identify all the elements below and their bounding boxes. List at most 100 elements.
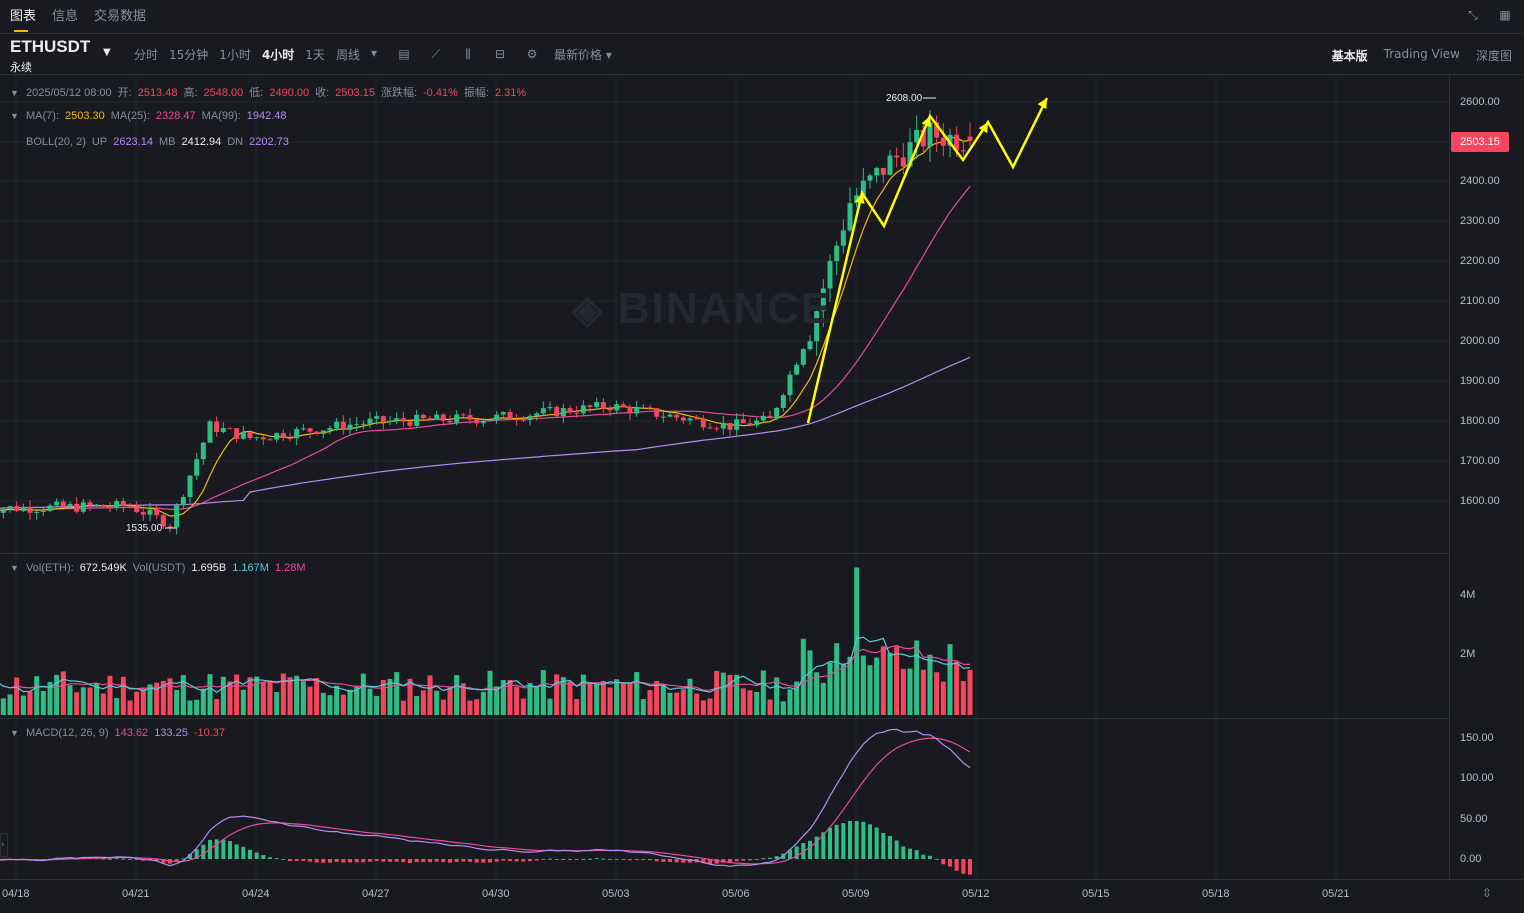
macd-histogram-bar [701, 859, 706, 864]
candle [400, 418, 406, 422]
volume-bar [214, 699, 220, 715]
chevron-down-icon[interactable]: ▼ [10, 563, 19, 573]
candle [207, 421, 213, 443]
expand-arrow-icon[interactable]: › [0, 833, 8, 857]
macd-histogram-bar [161, 859, 166, 863]
candle [60, 501, 66, 507]
candle [827, 261, 833, 289]
view-basic[interactable]: 基本版 [1331, 49, 1368, 63]
volume-bar [660, 684, 666, 715]
ma99-line [0, 356, 971, 509]
time-axis-label: 05/21 [1322, 888, 1350, 900]
template-icon[interactable]: ⊟ [494, 47, 506, 61]
macd-histogram-bar [461, 859, 466, 862]
volume-bar [574, 698, 580, 715]
macd-histogram-bar [268, 857, 272, 859]
candle [527, 415, 533, 421]
chevron-down-icon[interactable]: ▼ [10, 728, 19, 738]
tab-chart[interactable]: 图表 [10, 0, 36, 34]
pane-divider[interactable] [0, 553, 1449, 554]
interval-1h[interactable]: 1小时 [219, 48, 251, 62]
candle [447, 420, 453, 423]
axis-settings-icon[interactable]: ⇳ [1482, 886, 1493, 900]
macd-histogram-bar [681, 859, 686, 863]
candle [474, 419, 480, 424]
candle [387, 420, 393, 423]
volume-bar [860, 655, 866, 715]
pane-divider[interactable] [0, 718, 1449, 719]
macd-histogram-bar [474, 859, 479, 863]
calendar-icon[interactable]: ▤ [398, 47, 410, 61]
annotation-path[interactable] [806, 97, 1049, 424]
tab-info[interactable]: 信息 [52, 8, 79, 24]
volume-bar [400, 700, 406, 715]
volume-bar [20, 695, 26, 715]
interval-4h[interactable]: 4小时 [261, 48, 295, 62]
candle [360, 423, 366, 425]
interval-15m[interactable]: 15分钟 [169, 48, 209, 62]
settings-icon[interactable]: ⚙ [526, 47, 538, 61]
candle [327, 428, 333, 431]
candle [140, 512, 146, 515]
volume-bar [494, 686, 500, 715]
interval-tick[interactable]: 分时 [134, 48, 159, 62]
candle [547, 406, 553, 409]
candle [727, 422, 733, 430]
draw-icon[interactable]: ⟋ [431, 47, 441, 61]
macd-histogram-bar [221, 839, 226, 859]
candle [134, 506, 140, 513]
macd-histogram-bar [808, 840, 812, 859]
candle [714, 428, 720, 430]
volume-bar [320, 692, 326, 715]
volume-bar [954, 661, 960, 715]
candle [574, 412, 580, 414]
view-depth[interactable]: 深度图 [1475, 49, 1512, 63]
volume-bar [820, 682, 826, 715]
view-tradingview[interactable]: Trading View [1383, 47, 1460, 61]
interval-1w[interactable]: 周线 [335, 48, 360, 62]
macd-histogram-bar [368, 859, 372, 862]
price-type-select[interactable]: 最新价格 ▾ [554, 48, 612, 62]
chevron-down-icon[interactable]: ▼ [10, 88, 19, 98]
symbol-name[interactable]: ETHUSDT [10, 37, 91, 56]
tab-trading-data[interactable]: 交易数据 [94, 8, 147, 24]
interval-1d[interactable]: 1天 [305, 48, 325, 62]
volume-bar [534, 687, 540, 715]
volume-bar [767, 699, 773, 715]
volume-bar [47, 682, 53, 715]
macd-histogram-bar [914, 850, 919, 859]
macd-histogram-bar [361, 859, 366, 863]
macd-histogram-bar [528, 859, 532, 862]
collapse-icon[interactable]: ⤡ [1468, 8, 1478, 22]
indicator-icon[interactable]: ⫼ [465, 47, 471, 61]
volume-bar [260, 682, 266, 715]
volume-bar [847, 656, 853, 715]
macd-histogram-bar [601, 858, 606, 860]
candle [954, 134, 960, 151]
chevron-down-icon[interactable]: ▼ [103, 47, 111, 58]
macd-histogram-bar [314, 859, 319, 863]
macd-histogram-bar [508, 859, 512, 862]
volume-bar [140, 687, 146, 715]
volume-bar [120, 676, 126, 715]
candle [780, 395, 786, 408]
macd-histogram-bar [188, 853, 192, 859]
volume-bar [327, 695, 333, 715]
volume-bar [454, 675, 460, 715]
volume-bar [460, 683, 466, 715]
macd-histogram-bar [301, 859, 306, 862]
layout-icon[interactable]: ▦ [1499, 8, 1511, 22]
macd-histogram-bar [668, 859, 672, 863]
macd-histogram-bar [501, 859, 506, 861]
macd-axis-label: 150.00 [1460, 732, 1494, 744]
macd-histogram-bar [834, 824, 839, 859]
macd-histogram-bar [674, 859, 679, 863]
interval-more-chevron-icon[interactable]: ▾ [370, 46, 377, 60]
candle [874, 167, 880, 176]
time-axis-line [0, 879, 1524, 880]
macd-histogram-bar [354, 859, 359, 863]
macd-histogram-bar [494, 859, 499, 862]
candle [667, 414, 673, 417]
chevron-down-icon[interactable]: ▼ [10, 111, 19, 121]
